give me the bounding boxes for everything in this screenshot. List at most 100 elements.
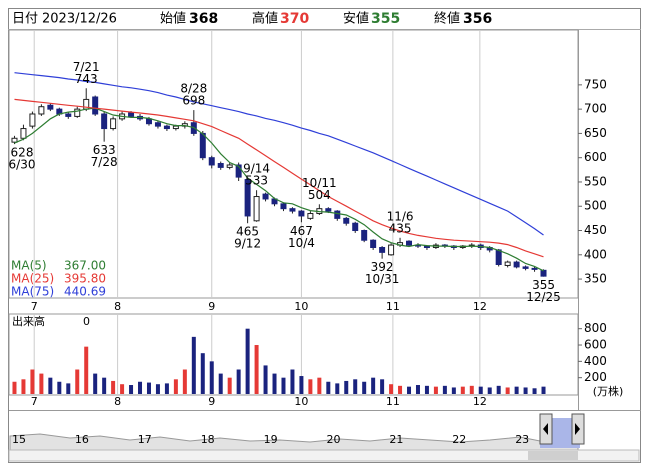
- legend-value: 395.80: [64, 272, 106, 286]
- annotation-date: 10/11: [302, 176, 337, 190]
- x-tick-label: 7: [31, 300, 38, 313]
- volume-bar: [389, 384, 394, 394]
- volume-bar: [308, 379, 313, 394]
- volume-bar: [84, 346, 89, 394]
- candle-body: [47, 104, 54, 110]
- volume-bar: [281, 377, 286, 394]
- volume-bar: [21, 379, 26, 394]
- navigator-label: 22: [452, 433, 466, 446]
- y-tick-label: 600: [584, 150, 607, 164]
- scrollbar[interactable]: [8, 449, 640, 462]
- annotation-price: 465: [236, 225, 259, 239]
- navigator-label: 16: [75, 433, 89, 446]
- volume-bar: [66, 383, 71, 394]
- candle-body: [531, 267, 538, 270]
- annotation-date: 6/30: [9, 158, 36, 172]
- volume-bar: [129, 385, 134, 394]
- volume-bar: [469, 385, 474, 394]
- volume-bar: [532, 388, 537, 394]
- volume-bar: [93, 373, 98, 394]
- candle-body: [65, 113, 72, 117]
- candle-body: [11, 137, 18, 143]
- volume-bar: [523, 387, 528, 394]
- candle-body: [262, 193, 269, 200]
- annotation-price: 633: [93, 143, 116, 157]
- volume-bar: [424, 385, 429, 394]
- volume-bar: [514, 386, 519, 394]
- candle-body: [379, 247, 386, 253]
- annotation-price: 355: [532, 278, 555, 292]
- volume-bar: [353, 379, 358, 394]
- annotation-date: 11/6: [387, 209, 414, 223]
- x-tick-label: 9: [208, 395, 215, 408]
- header-close: 356: [463, 11, 492, 27]
- header-close-label: 終値: [434, 11, 460, 27]
- y-tick-label: 750: [584, 77, 607, 91]
- volume-bar: [138, 381, 143, 394]
- candle-body: [163, 125, 170, 130]
- header-high-label: 高値: [252, 11, 278, 27]
- annotation-date: 10/4: [288, 236, 315, 250]
- y-tick-label: 350: [584, 272, 607, 286]
- annotation-date: 10/31: [365, 272, 400, 286]
- volume-bar: [164, 383, 169, 394]
- legend-name: MA(25): [11, 272, 54, 286]
- candle-body: [208, 157, 215, 166]
- volume-bar: [111, 380, 116, 394]
- candle-body: [513, 261, 520, 268]
- candle-body: [388, 244, 395, 256]
- legend-name: MA(5): [11, 259, 47, 273]
- x-tick-label: 10: [294, 395, 308, 408]
- volume-bar: [505, 387, 510, 394]
- ma-line: [14, 98, 544, 258]
- navigator-label: 21: [389, 433, 403, 446]
- volume-bar: [245, 328, 250, 394]
- volume-bar: [182, 369, 187, 394]
- volume-bar: [398, 385, 403, 394]
- candle-body: [172, 125, 179, 130]
- volume-bar: [263, 365, 268, 394]
- volume-bar: [120, 384, 125, 394]
- candle-body: [217, 163, 224, 168]
- candle-body: [199, 132, 206, 159]
- legend-box: [10, 258, 107, 302]
- navigator-label: 20: [327, 433, 341, 446]
- candle-body: [334, 210, 341, 219]
- volume-bar: [344, 380, 349, 394]
- candle-body: [298, 210, 305, 217]
- x-tick-label: 11: [386, 395, 400, 408]
- x-tick-label: 10: [294, 300, 308, 313]
- volume-bar: [362, 381, 367, 394]
- candle-body: [280, 203, 287, 210]
- candle-body: [20, 128, 27, 139]
- volume-bar: [218, 373, 223, 394]
- header-open: 368: [189, 11, 218, 27]
- x-tick-label: 8: [114, 300, 121, 313]
- volume-bar: [407, 386, 412, 394]
- volume-unit: (万株): [593, 384, 624, 398]
- navigator-label: 18: [201, 433, 215, 446]
- annotation-date: 12/25: [526, 290, 561, 304]
- x-tick-label: 8: [114, 395, 121, 408]
- volume-bar: [227, 377, 232, 394]
- frame: [8, 8, 641, 463]
- candle-body: [307, 213, 314, 219]
- volume-tick-label: 600: [584, 338, 607, 352]
- scrollbar-thumb[interactable]: [528, 451, 578, 460]
- annotation-price: 698: [182, 94, 205, 108]
- y-tick-label: 400: [584, 247, 607, 261]
- volume-bar: [541, 386, 546, 394]
- header-date: 2023/12/26: [42, 12, 117, 27]
- volume-bar: [200, 353, 205, 394]
- volume-bar: [39, 373, 44, 394]
- candle-body: [154, 122, 161, 127]
- volume-tick-label: 800: [584, 321, 607, 335]
- annotation-date: 7/21: [73, 60, 100, 74]
- volume-tick-label: 200: [584, 370, 607, 384]
- volume-bar: [12, 381, 17, 394]
- candle-body: [92, 96, 99, 115]
- volume-bar: [451, 387, 456, 394]
- volume-bar: [254, 345, 259, 394]
- annotation-date: 8/28: [180, 82, 207, 96]
- navigator-label: 23: [515, 433, 529, 446]
